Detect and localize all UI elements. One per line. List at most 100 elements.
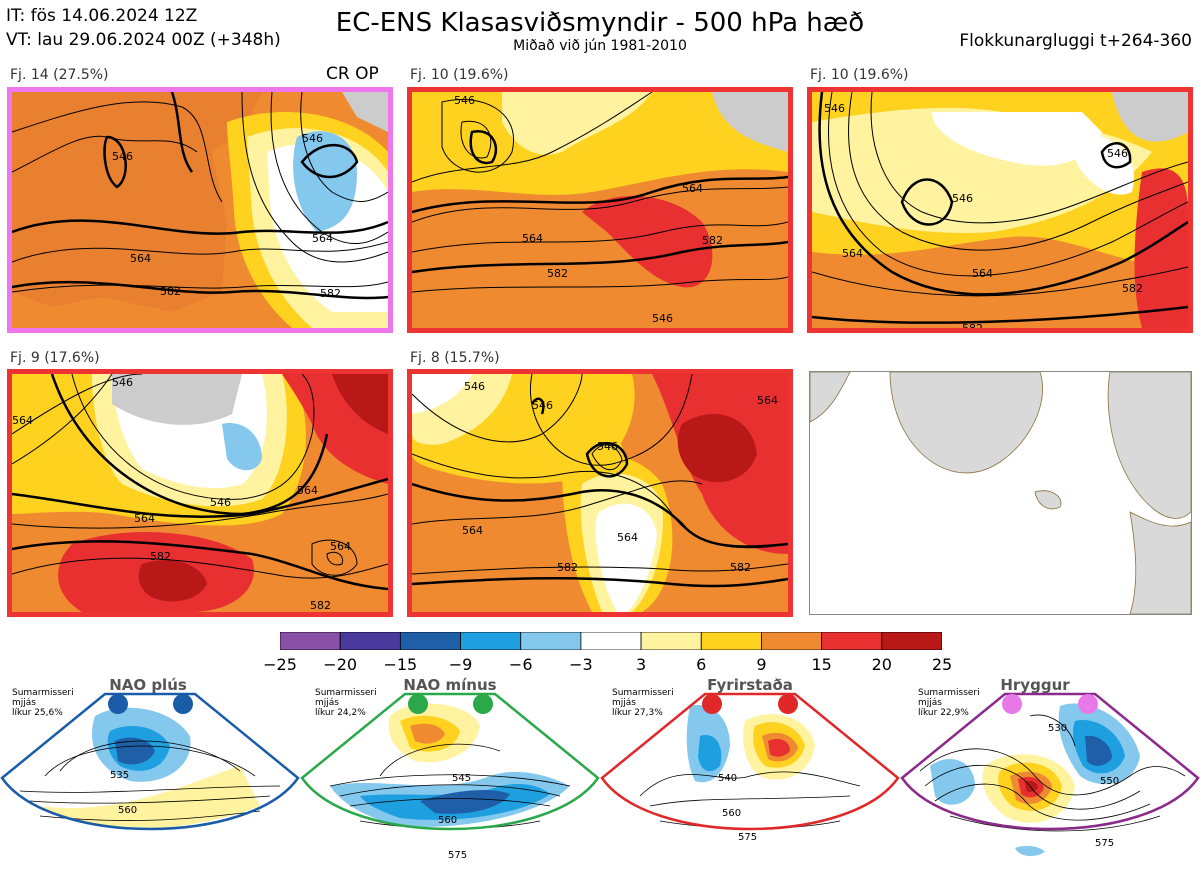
color-bar-tick-label: 3	[635, 655, 647, 674]
svg-text:560: 560	[118, 805, 137, 816]
cluster-panel-3: 546 546 564 546 564 582 582	[807, 87, 1193, 333]
svg-text:564: 564	[12, 414, 33, 427]
svg-text:546: 546	[454, 94, 475, 107]
regime-title-4: Hryggur	[1000, 676, 1070, 694]
panel-label-3: Fj. 10 (19.6%)	[810, 67, 909, 83]
regime-map-3: 540 560 575	[600, 692, 900, 843]
color-bar-segment	[339, 631, 401, 651]
color-bar-segment	[399, 631, 461, 651]
contour-labels-5: 546 546 546 564 564 582 582 564	[462, 380, 778, 574]
svg-text:575: 575	[1095, 838, 1114, 849]
background-map	[810, 372, 1191, 614]
color-bar-tick-label: −25	[263, 655, 297, 674]
svg-text:582: 582	[547, 267, 568, 280]
svg-text:564: 564	[312, 232, 333, 245]
color-bar-tick-label: −9	[448, 655, 473, 674]
color-bar-segment	[460, 631, 522, 651]
svg-text:582: 582	[310, 599, 331, 612]
color-bar-tick-label: −6	[508, 655, 533, 674]
regime-map-2: 545 560 575	[300, 692, 600, 861]
color-bar-segment	[881, 631, 943, 651]
color-bar-tick-label: −15	[383, 655, 418, 674]
color-bar	[279, 631, 943, 651]
color-bar-tick-label: 6	[696, 655, 707, 674]
regime-map-4: 530 550 575	[900, 692, 1200, 857]
cluster-map-2: 546 564 564 582 582 546	[412, 92, 788, 328]
svg-text:564: 564	[130, 252, 151, 265]
svg-text:564: 564	[757, 394, 778, 407]
contour-labels-4: 546 564 546 564 564 582 582 564	[12, 376, 351, 612]
svg-text:530: 530	[1048, 723, 1067, 734]
svg-text:546: 546	[464, 380, 485, 393]
svg-text:564: 564	[134, 512, 155, 525]
svg-text:564: 564	[462, 524, 483, 537]
valid-time: VT: lau 29.06.2024 00Z (+348h)	[6, 30, 281, 50]
contour-labels-3: 546 546 564 546 564 582 582	[824, 102, 1143, 328]
page-title: EC-ENS Klasasviðsmyndir - 500 hPa hæð	[335, 8, 865, 38]
svg-text:564: 564	[522, 232, 543, 245]
panel-label-2: Fj. 10 (19.6%)	[410, 67, 509, 83]
svg-text:582: 582	[150, 550, 171, 563]
regime-text-3: Sumarmisseri mjjás líkur 27,3%	[612, 688, 674, 718]
color-bar-svg	[279, 631, 943, 651]
color-bar-segment	[821, 631, 883, 651]
regime-title-1: NAO plús	[109, 676, 187, 694]
svg-text:582: 582	[160, 285, 181, 298]
svg-text:546: 546	[824, 102, 845, 115]
contour-labels-1: 564 546 582 564 582 546	[112, 132, 341, 300]
svg-text:564: 564	[617, 531, 638, 544]
svg-text:582: 582	[962, 322, 983, 328]
regime-title-2: NAO mínus	[403, 676, 497, 694]
svg-text:582: 582	[702, 234, 723, 247]
regime-text-4: Sumarmisseri mjjás líkur 22,9%	[918, 688, 980, 718]
cluster-map-5: 546 546 546 564 564 582 582 564	[412, 374, 788, 612]
cluster-panel-5: 546 546 546 564 564 582 582 564	[407, 369, 793, 617]
color-bar-tick-label: 15	[811, 655, 832, 674]
color-bar-tick-label: −3	[569, 655, 593, 674]
svg-text:582: 582	[1122, 282, 1143, 295]
svg-text:546: 546	[952, 192, 973, 205]
classification-window: Flokkunargluggi t+264-360	[959, 31, 1192, 51]
color-bar-segment	[761, 631, 823, 651]
svg-text:546: 546	[1107, 147, 1128, 160]
cluster-panel-2: 546 564 564 582 582 546	[407, 87, 793, 333]
svg-text:582: 582	[557, 561, 578, 574]
color-bar-tick-label: −20	[323, 655, 358, 674]
crop-tag: CR OP	[326, 64, 379, 84]
cluster-panel-4: 546 564 546 564 564 582 582 564	[7, 369, 393, 617]
regime-row: Sumarmisseri mjjás líkur 25,6% NAO plús …	[0, 676, 1200, 871]
panel-label-1: Fj. 14 (27.5%)	[10, 67, 109, 83]
svg-text:546: 546	[652, 312, 673, 325]
svg-text:564: 564	[330, 540, 351, 553]
cluster-map-4: 546 564 546 564 564 582 582 564	[12, 374, 388, 612]
svg-text:545: 545	[452, 773, 471, 784]
regime-text-1: Sumarmisseri mjjás líkur 25,6%	[12, 688, 74, 718]
cluster-panel-1: 564 546 582 564 582 546	[7, 87, 393, 333]
page-subtitle: Miðað við jún 1981-2010	[513, 38, 687, 54]
svg-text:546: 546	[302, 132, 323, 145]
color-bar-segment	[279, 631, 341, 651]
svg-text:582: 582	[320, 287, 341, 300]
svg-text:546: 546	[597, 440, 618, 453]
regime-map-1: 535 560	[0, 692, 300, 831]
color-bar-tick-label: 25	[931, 655, 953, 674]
svg-text:550: 550	[1100, 776, 1119, 787]
svg-text:564: 564	[297, 484, 318, 497]
svg-text:560: 560	[722, 808, 741, 819]
panel-label-5: Fj. 8 (15.7%)	[410, 350, 500, 366]
contour-labels-2: 546 564 564 582 582 546	[454, 94, 723, 325]
svg-text:546: 546	[210, 496, 231, 509]
color-bar-segment	[700, 631, 762, 651]
panel-label-4: Fj. 9 (17.6%)	[10, 350, 100, 366]
svg-text:575: 575	[448, 850, 467, 861]
svg-text:582: 582	[730, 561, 751, 574]
color-bar-tick-label: 9	[756, 655, 767, 674]
color-bar-segment	[520, 631, 582, 651]
color-bar-segment	[580, 631, 642, 651]
background-map-panel	[809, 371, 1192, 615]
cluster-map-3: 546 546 564 546 564 582 582	[812, 92, 1188, 328]
svg-text:564: 564	[842, 247, 863, 260]
svg-text:535: 535	[110, 770, 129, 781]
svg-text:546: 546	[532, 399, 553, 412]
regime-title-3: Fyrirstaða	[707, 676, 793, 694]
